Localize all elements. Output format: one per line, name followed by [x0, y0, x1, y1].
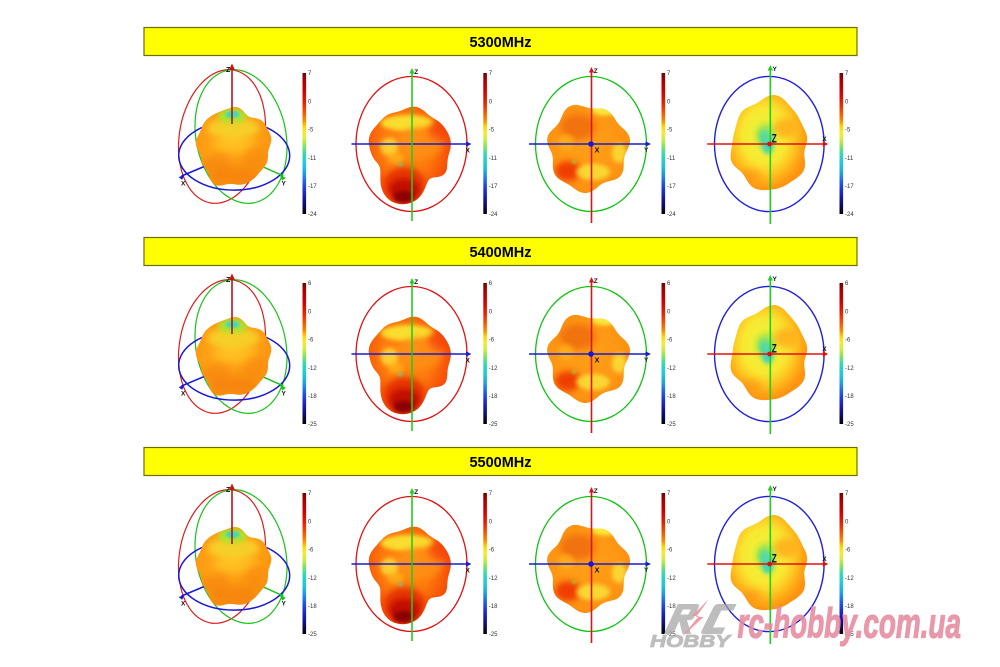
svg-text:-25: -25 — [845, 422, 854, 428]
svg-text:-12: -12 — [845, 366, 854, 372]
svg-text:-24: -24 — [308, 212, 317, 218]
svg-text:6: 6 — [308, 281, 312, 287]
svg-text:-18: -18 — [308, 394, 317, 400]
svg-text:5300MHz: 5300MHz — [469, 35, 531, 51]
svg-text:-18: -18 — [845, 604, 854, 610]
svg-text:6: 6 — [845, 281, 849, 287]
svg-text:0: 0 — [667, 519, 671, 525]
svg-text:7: 7 — [489, 71, 493, 77]
svg-text:7: 7 — [308, 71, 312, 77]
svg-text:-25: -25 — [489, 632, 498, 638]
svg-text:-18: -18 — [667, 604, 676, 610]
svg-text:0: 0 — [489, 309, 493, 315]
svg-text:-6: -6 — [845, 338, 851, 344]
svg-text:6: 6 — [489, 281, 493, 287]
svg-text:-12: -12 — [845, 576, 854, 582]
svg-text:-12: -12 — [667, 366, 676, 372]
svg-text:0: 0 — [308, 519, 312, 525]
svg-text:6: 6 — [667, 281, 671, 287]
svg-text:7: 7 — [845, 491, 849, 497]
svg-text:-25: -25 — [308, 632, 317, 638]
svg-text:-18: -18 — [845, 394, 854, 400]
svg-text:-25: -25 — [667, 422, 676, 428]
svg-text:-17: -17 — [845, 184, 854, 190]
svg-text:HOBBY: HOBBY — [650, 631, 732, 651]
svg-text:-5: -5 — [667, 128, 673, 134]
svg-text:-18: -18 — [308, 604, 317, 610]
svg-text:7: 7 — [667, 71, 671, 77]
svg-text:0: 0 — [489, 99, 493, 105]
svg-text:7: 7 — [489, 491, 493, 497]
svg-text:0: 0 — [489, 519, 493, 525]
svg-text:-5: -5 — [845, 128, 851, 134]
svg-text:-17: -17 — [667, 184, 676, 190]
svg-text:-6: -6 — [308, 338, 314, 344]
svg-text:5500MHz: 5500MHz — [469, 455, 531, 471]
svg-text:-6: -6 — [489, 338, 495, 344]
svg-text:5400MHz: 5400MHz — [469, 245, 531, 261]
svg-text:0: 0 — [667, 99, 671, 105]
svg-text:0: 0 — [308, 99, 312, 105]
svg-text:-17: -17 — [308, 184, 317, 190]
svg-text:-17: -17 — [489, 184, 498, 190]
svg-text:-6: -6 — [308, 548, 314, 554]
svg-text:-24: -24 — [845, 212, 854, 218]
svg-text:7: 7 — [308, 491, 312, 497]
svg-text:rc-hobby.com.ua: rc-hobby.com.ua — [738, 599, 961, 646]
svg-text:-6: -6 — [489, 548, 495, 554]
svg-text:0: 0 — [308, 309, 312, 315]
svg-text:-24: -24 — [667, 212, 676, 218]
svg-text:-12: -12 — [489, 576, 498, 582]
svg-text:-24: -24 — [489, 212, 498, 218]
svg-text:-6: -6 — [667, 338, 673, 344]
svg-text:-5: -5 — [308, 128, 314, 134]
svg-text:-6: -6 — [845, 548, 851, 554]
svg-text:-11: -11 — [845, 156, 854, 162]
svg-text:-12: -12 — [308, 366, 317, 372]
svg-text:-11: -11 — [489, 156, 498, 162]
svg-text:-6: -6 — [667, 548, 673, 554]
svg-text:7: 7 — [667, 491, 671, 497]
svg-text:-25: -25 — [308, 422, 317, 428]
svg-text:-12: -12 — [308, 576, 317, 582]
svg-text:-18: -18 — [489, 394, 498, 400]
svg-text:-5: -5 — [489, 128, 495, 134]
svg-text:0: 0 — [845, 309, 849, 315]
svg-text:-25: -25 — [845, 632, 854, 638]
svg-text:0: 0 — [845, 519, 849, 525]
svg-text:-25: -25 — [667, 632, 676, 638]
svg-text:7: 7 — [845, 71, 849, 77]
svg-text:-25: -25 — [489, 422, 498, 428]
svg-text:-18: -18 — [667, 394, 676, 400]
svg-text:-11: -11 — [308, 156, 317, 162]
svg-text:-12: -12 — [667, 576, 676, 582]
svg-text:-12: -12 — [489, 366, 498, 372]
svg-text:-18: -18 — [489, 604, 498, 610]
svg-text:-11: -11 — [667, 156, 676, 162]
svg-text:0: 0 — [667, 309, 671, 315]
svg-text:0: 0 — [845, 99, 849, 105]
